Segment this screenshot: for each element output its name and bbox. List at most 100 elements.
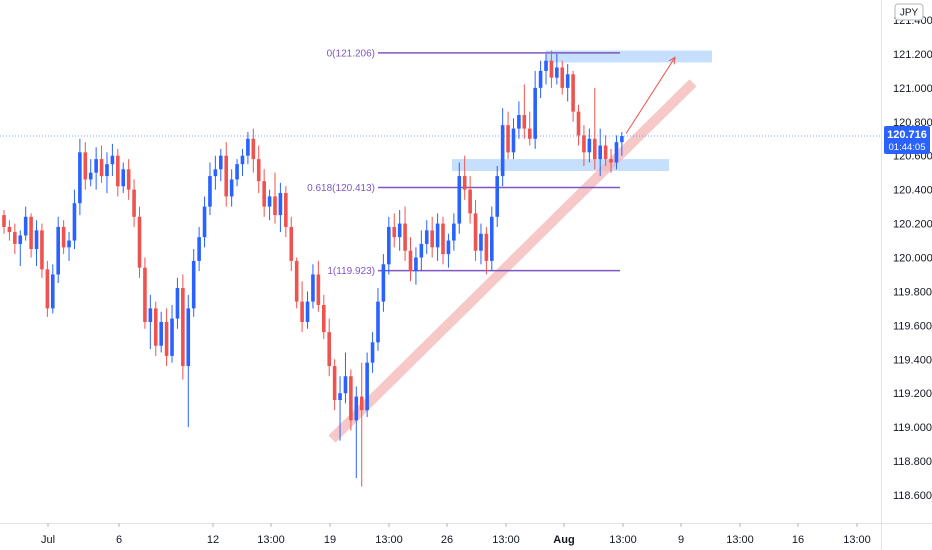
candle-body-down [273,196,277,216]
candle-body-down [61,226,66,248]
rising-trendline [328,79,697,443]
candle-body-up [598,145,602,160]
candle-body-up [50,274,55,309]
candle-body-down [349,376,353,421]
time-tick-label: 13:00 [375,534,403,546]
price-zone-rect [546,50,712,63]
candle-body-down [126,169,131,190]
candle-body-up [219,155,223,170]
candle-body-up [240,155,245,165]
candle-body-up [424,230,429,244]
candle-body-down [582,135,586,153]
candle-body-down [40,230,44,270]
price-tick-label: 119.200 [893,388,932,400]
candle-body-up [446,240,451,255]
candle-body-down [137,216,142,268]
candlestick-series [2,50,624,487]
candle-body-up [202,206,207,238]
candle-body-up [376,301,380,343]
candle-body-up [72,203,77,241]
trendline-channel [328,79,697,443]
candle-body-down [430,230,434,248]
time-tick-label: 26 [441,534,453,546]
bar-countdown: 01:44:05 [889,142,926,153]
time-tick-label: 13:00 [257,534,285,546]
candle-body-up [620,136,624,143]
candle-body-up [354,396,359,421]
candle-body-up [397,223,402,238]
candle-body-down [522,115,527,129]
candle-body-down [527,128,532,139]
candle-body-down [132,189,136,217]
candle-body-down [116,155,120,187]
last-price-value: 120.716 [887,129,927,141]
candle-body-up [121,169,126,187]
candle-body-down [473,213,478,251]
time-tick-label: 12 [207,534,219,546]
candle-body-down [256,159,261,182]
candle-body-up [159,321,163,346]
time-tick-label: 19 [324,534,336,546]
candle-body-down [359,396,364,411]
currency-badge[interactable]: JPY [894,3,924,21]
fib-level-label: 1(119.923) [327,266,375,277]
projection-arrow [625,56,676,134]
candle-body-down [576,111,581,136]
candle-body-up [67,240,71,248]
candle-body-up [197,237,201,261]
candle-body-up [175,288,180,319]
candle-body-up [500,125,505,177]
candle-body-up [246,138,250,156]
candle-body-up [387,226,391,265]
price-axis[interactable]: 121.400121.200121.000120.800120.600120.4… [893,15,932,502]
candle-body-up [78,152,82,204]
candle-body-up [365,362,369,411]
candle-body-down [251,138,256,160]
candle-body-up [338,393,342,400]
time-tick-label: Jul [41,534,55,546]
candle-body-up [278,193,283,216]
candle-body-down [408,250,413,272]
candle-body-down [224,155,229,197]
candle-body-up [208,176,212,207]
candle-body-down [571,74,575,112]
candle-body-down [462,176,467,190]
last-price-tag: 120.716 01:44:05 [884,126,930,155]
candle-body-up [34,230,39,250]
candle-body-down [29,216,33,250]
candle-body-down [603,145,608,160]
price-tick-label: 120.000 [893,253,932,265]
candle-body-up [533,87,537,139]
candle-body-up [565,74,570,88]
candle-body-up [381,264,386,302]
arrow-head [668,56,676,65]
candle-body-up [305,301,310,322]
time-axis[interactable]: Jul 6 12 13:00 19 13:00 26 13:00 Aug 13:00 9 13:00 1… [41,523,871,546]
candle-body-up [511,128,516,153]
price-tick-label: 119.800 [893,286,932,298]
fib-level-label: 0.618(120.413) [307,183,375,194]
candle-body-down [506,125,510,153]
price-tick-label: 119.600 [893,320,932,332]
time-tick-label: Aug [553,534,574,546]
candle-body-up [538,70,543,88]
candle-body-up [555,67,559,78]
candle-body-down [592,138,597,160]
candle-body-down [2,215,6,227]
candle-body-up [490,216,494,261]
support-resistance-zones [452,50,712,171]
candle-body-down [549,60,554,78]
time-tick-label: 13:00 [843,534,871,546]
price-tick-label: 120.400 [893,185,932,197]
candle-body-down [45,269,50,309]
candle-body-up [18,235,23,244]
candle-body-down [316,274,321,305]
time-tick-label: 13:00 [726,534,754,546]
candle-body-down [262,181,266,207]
candle-body-up [56,226,60,275]
candle-body-up [452,223,456,241]
arrow-shaft [625,57,676,134]
candle-body-down [392,226,397,238]
candle-body-down [284,193,288,227]
